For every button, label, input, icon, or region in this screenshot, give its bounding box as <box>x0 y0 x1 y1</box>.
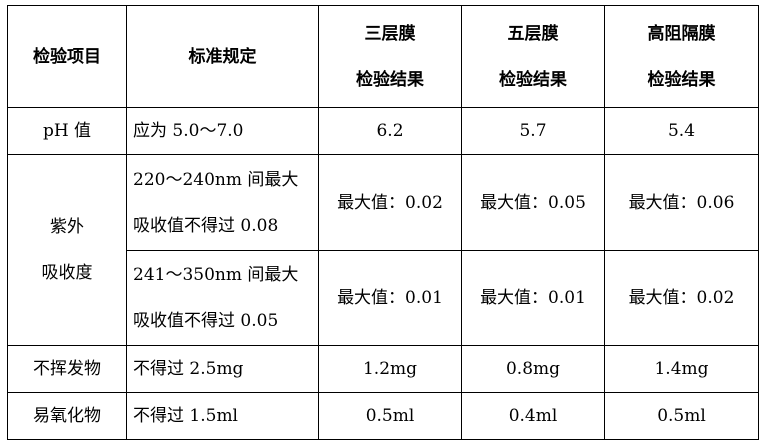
standard-cell: 不得过 2.5mg <box>126 345 319 393</box>
value-cell: 5.4 <box>604 107 759 155</box>
value-cell: 6.2 <box>318 107 462 155</box>
value-cell: 最大值：0.01 <box>461 250 605 346</box>
item-cell: 不挥发物 <box>7 345 127 393</box>
value-cell: 1.4mg <box>604 345 759 393</box>
header-text: 检验结果 <box>499 69 567 90</box>
table-row: 不挥发物 不得过 2.5mg 1.2mg 0.8mg 1.4mg <box>7 345 759 393</box>
inspection-table: 检验项目 标准规定 三层膜检验结果 五层膜检验结果 高阻隔膜检验结果 pH 值 … <box>7 5 759 440</box>
standard-text: 吸收值不得过 0.08 <box>133 215 279 236</box>
standard-cell: 不得过 1.5ml <box>126 392 319 440</box>
header-standard: 标准规定 <box>126 5 319 108</box>
standard-cell: 应为 5.0～7.0 <box>126 107 319 155</box>
standard-cell: 220～240nm 间最大 吸收值不得过 0.08 <box>126 154 319 251</box>
standard-cell: 241～350nm 间最大 吸收值不得过 0.05 <box>126 250 319 346</box>
standard-text: 吸收值不得过 0.05 <box>133 311 279 331</box>
value-cell: 0.5ml <box>318 392 462 440</box>
value-cell: 0.8mg <box>461 345 605 393</box>
item-cell: 紫外 吸收度 <box>7 154 127 346</box>
header-text: 高阻隔膜 <box>647 23 716 44</box>
header-item: 检验项目 <box>7 5 127 108</box>
value-cell: 最大值：0.02 <box>318 154 462 251</box>
item-text: 紫外 <box>50 217 84 237</box>
header-high-barrier: 高阻隔膜 检验结果 <box>604 5 759 108</box>
header-three-layer: 三层膜 检验结果 <box>318 5 462 108</box>
value-cell: 0.5ml <box>604 392 759 440</box>
table-row: 241～350nm 间最大 吸收值不得过 0.05 最大值：0.01 最大值：0.… <box>8 250 759 346</box>
header-text: 检验结果 <box>647 69 716 90</box>
header-five-layer: 五层膜 检验结果 <box>461 5 605 108</box>
value-cell: 5.7 <box>461 107 605 155</box>
standard-text: 220～240nm 间最大 <box>133 169 299 190</box>
value-cell: 1.2mg <box>318 345 462 393</box>
value-cell: 最大值：0.06 <box>604 154 759 251</box>
table-row: 紫外 吸收度 220～240nm 间最大 吸收值不得过 0.08 最大值：0.02 … <box>7 154 759 346</box>
value-cell: 最大值：0.05 <box>461 154 605 251</box>
header-text: 三层膜 <box>364 23 416 44</box>
value-cell: 最大值：0.01 <box>318 250 462 346</box>
item-text: 吸收度 <box>41 263 93 283</box>
table-row: pH 值 应为 5.0～7.0 6.2 5.7 5.4 <box>7 107 759 155</box>
value-cell: 最大值：0.02 <box>604 250 759 346</box>
header-text: 五层膜 <box>507 23 559 44</box>
value-cell: 0.4ml <box>461 392 605 440</box>
item-cell: pH 值 <box>7 107 127 155</box>
item-cell: 易氧化物 <box>7 392 127 440</box>
header-text: 检验结果 <box>356 69 424 90</box>
header-row: 检验项目 标准规定 三层膜检验结果 五层膜检验结果 高阻隔膜检验结果 <box>7 5 759 108</box>
standard-text: 241～350nm 间最大 <box>133 265 299 285</box>
table-row: 易氧化物 不得过 1.5ml 0.5ml 0.4ml 0.5ml <box>7 392 759 440</box>
